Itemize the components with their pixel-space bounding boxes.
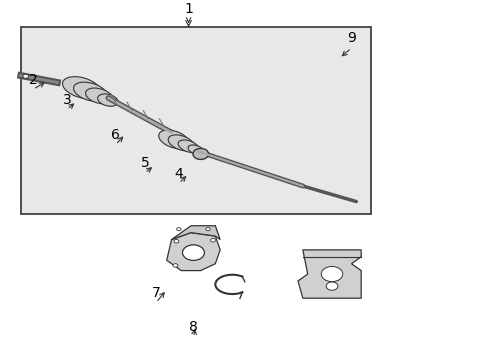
Text: 1: 1 <box>184 2 193 16</box>
Ellipse shape <box>193 148 208 159</box>
Ellipse shape <box>73 82 107 102</box>
Text: 3: 3 <box>62 93 71 107</box>
Ellipse shape <box>325 282 337 290</box>
Ellipse shape <box>159 130 189 149</box>
Polygon shape <box>297 250 361 298</box>
Ellipse shape <box>210 238 215 242</box>
Polygon shape <box>166 233 220 271</box>
Ellipse shape <box>178 140 199 153</box>
Ellipse shape <box>321 266 342 282</box>
Ellipse shape <box>188 145 203 154</box>
Text: 9: 9 <box>346 31 355 45</box>
Text: 7: 7 <box>151 286 160 300</box>
Ellipse shape <box>174 239 179 243</box>
Text: 5: 5 <box>140 156 149 170</box>
Ellipse shape <box>176 228 181 231</box>
Bar <box>21 27 370 213</box>
Text: 6: 6 <box>111 128 120 142</box>
Polygon shape <box>171 226 220 239</box>
Text: 8: 8 <box>189 320 198 334</box>
Ellipse shape <box>85 88 112 104</box>
Ellipse shape <box>62 77 101 99</box>
Text: 2: 2 <box>29 73 37 87</box>
Ellipse shape <box>168 135 194 151</box>
Ellipse shape <box>23 74 29 78</box>
Ellipse shape <box>173 264 178 267</box>
Ellipse shape <box>98 94 118 106</box>
Text: 4: 4 <box>174 167 183 180</box>
Ellipse shape <box>205 228 210 231</box>
Ellipse shape <box>182 245 204 260</box>
